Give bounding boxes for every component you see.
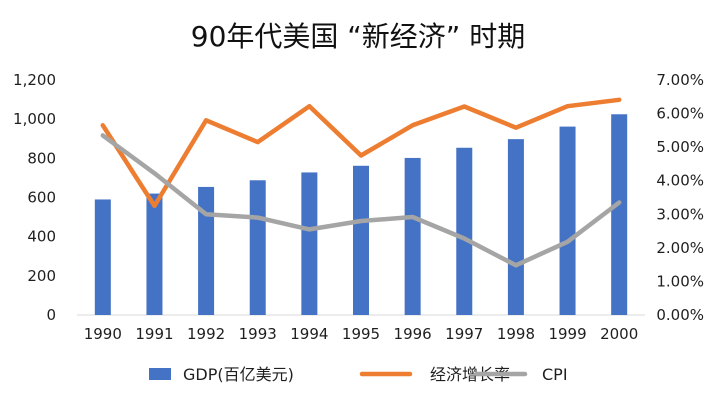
legend: GDP(百亿美元) 经济增长率 CPI xyxy=(149,365,568,384)
x-axis-tick-label: 1996 xyxy=(394,325,432,343)
gdp-bar xyxy=(198,186,215,315)
right-axis-tick-label: 3.00% xyxy=(656,205,704,223)
legend-label: CPI xyxy=(542,365,568,384)
left-axis-tick-label: 1,200 xyxy=(13,71,56,89)
x-axis-tick-label: 2000 xyxy=(600,325,638,343)
legend-label: 经济增长率 xyxy=(430,365,510,384)
x-axis-tick-label: 1998 xyxy=(497,325,535,343)
right-axis-tick-label: 4.00% xyxy=(656,172,704,190)
right-axis-tick-label: 2.00% xyxy=(656,239,704,257)
x-axis-tick-label: 1995 xyxy=(342,325,380,343)
x-axis-tick-label: 1993 xyxy=(239,325,277,343)
gdp-bar xyxy=(507,139,524,315)
legend-growth-rate: 经济增长率 xyxy=(359,365,510,384)
left-axis-tick-label: 1,000 xyxy=(13,110,56,128)
cpi-line xyxy=(100,133,622,268)
left-axis-tick-label: 200 xyxy=(27,267,56,285)
left-axis-tick-label: 0 xyxy=(46,306,56,324)
right-axis-tick-label: 5.00% xyxy=(656,138,704,156)
gdp-bar xyxy=(94,199,111,315)
gdp-bar xyxy=(249,180,266,315)
right-axis-tick-label: 1.00% xyxy=(656,272,704,290)
gdp-bar xyxy=(146,193,163,315)
right-axis-tick-label: 0.00% xyxy=(656,306,704,324)
left-axis-tick-label: 600 xyxy=(27,189,56,207)
legend-cpi: CPI xyxy=(474,365,568,384)
gdp-bar xyxy=(611,114,628,315)
gdp-bar xyxy=(559,126,576,315)
right-axis-tick-label: 6.00% xyxy=(656,105,704,123)
legend-bar-swatch xyxy=(149,368,171,380)
left-axis-tick-label: 800 xyxy=(27,149,56,167)
x-axis-tick-label: 1994 xyxy=(290,325,328,343)
gdp-bar xyxy=(404,157,421,315)
x-axis-tick-label: 1991 xyxy=(135,325,173,343)
x-axis-tick-label: 1990 xyxy=(84,325,122,343)
x-axis-tick-label: 1992 xyxy=(187,325,225,343)
chart-title: 90年代美国 “新经济” 时期 xyxy=(191,20,525,53)
gdp-bar xyxy=(301,172,318,315)
plot-layer: 0 200 400 600 800 1,000 1,200 0.00% 1.00% 2.00% 3.… xyxy=(13,71,704,343)
left-axis-tick-label: 400 xyxy=(27,228,56,246)
x-axis-tick-label: 1997 xyxy=(445,325,483,343)
legend-label: GDP(百亿美元) xyxy=(183,365,294,384)
gdp-bar xyxy=(353,165,369,315)
growth-rate-line xyxy=(100,97,622,209)
gdp-bar xyxy=(456,147,473,315)
x-axis-tick-label: 1999 xyxy=(548,325,586,343)
legend-gdp: GDP(百亿美元) xyxy=(149,365,294,384)
right-axis-tick-label: 7.00% xyxy=(656,71,704,89)
